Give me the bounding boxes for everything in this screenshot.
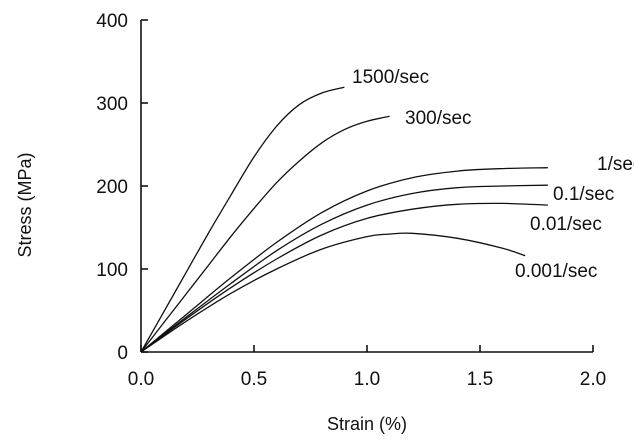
x-tick-label: 1.0	[354, 369, 380, 390]
x-tick-label: 2.0	[580, 369, 606, 390]
series-curve	[140, 184, 548, 353]
series-label: 1500/sec	[352, 67, 429, 88]
x-tick-label: 0.0	[128, 369, 154, 390]
y-tick-label: 200	[96, 177, 128, 198]
series-curve	[140, 202, 548, 353]
x-axis-label: Strain (%)	[327, 414, 407, 434]
ticks: 0.0 0.5 1.0 1.5 2.0 0 100 200 300 400	[96, 11, 606, 390]
series-curve	[140, 232, 526, 353]
y-tick-label: 0	[117, 343, 128, 364]
series-curve	[140, 86, 345, 353]
curves	[140, 86, 548, 353]
series-label: 1/sec	[597, 154, 634, 175]
x-tick-label: 0.5	[241, 369, 267, 390]
series-label: 0.01/sec	[530, 214, 602, 235]
y-tick-label: 400	[96, 11, 128, 32]
y-axis-label: Stress (MPa)	[15, 152, 35, 257]
series-label: 0.001/sec	[515, 261, 597, 282]
series-label: 0.1/sec	[553, 184, 614, 205]
x-tick-label: 1.5	[467, 369, 493, 390]
labels: 1500/sec 300/sec 1/sec 0.1/sec 0.01/sec 0.001…	[352, 67, 634, 282]
series-curve	[140, 115, 390, 353]
series-curve	[140, 167, 548, 353]
series-label: 300/sec	[405, 108, 472, 129]
y-tick-label: 100	[96, 260, 128, 281]
y-tick-label: 300	[96, 94, 128, 115]
